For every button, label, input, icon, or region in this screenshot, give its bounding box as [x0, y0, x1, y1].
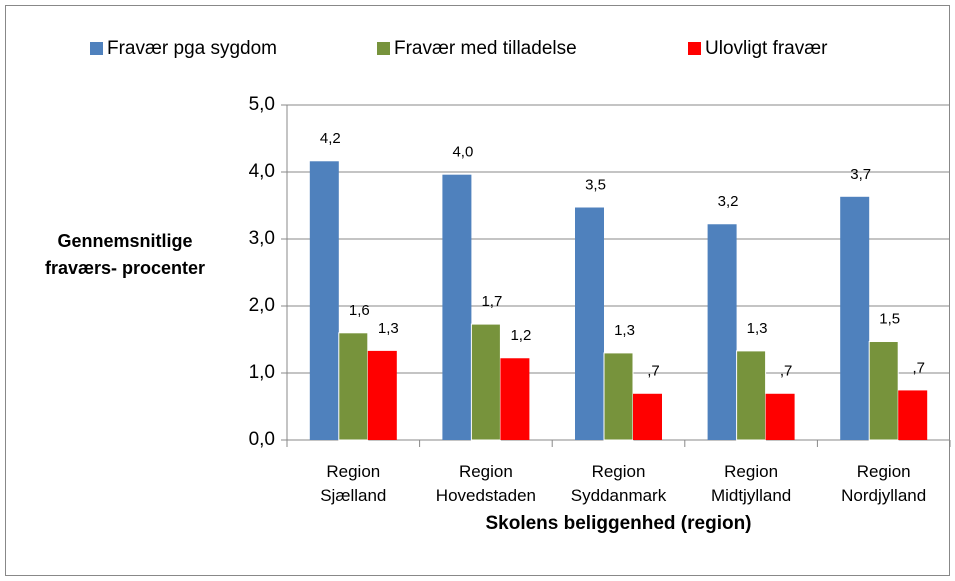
bar [309, 161, 339, 440]
y-tick-label: 4,0 [249, 161, 275, 182]
bar [707, 224, 737, 440]
x-tick-label: Region Midtjylland [710, 462, 792, 505]
data-label: 4,2 [320, 130, 341, 147]
data-label: 1,6 [349, 302, 370, 319]
data-label: 1,2 [510, 327, 531, 344]
bar [575, 207, 604, 440]
y-tick-label: 2,0 [249, 295, 275, 316]
bar [603, 352, 634, 441]
legend-label: Ulovligt fravær [705, 38, 828, 59]
y-tick-label: 1,0 [249, 362, 275, 383]
data-label: ,7 [647, 363, 660, 380]
data-label: 3,5 [585, 176, 606, 193]
chart-border [5, 5, 950, 576]
x-tick-label: Region Syddanmark [570, 462, 667, 505]
data-label: 1,3 [747, 320, 768, 337]
bar [840, 196, 870, 440]
x-tick-label: Region Nordjylland [841, 462, 927, 505]
bar [500, 358, 530, 440]
bar [442, 174, 472, 440]
y-tick-label: 5,0 [249, 94, 275, 115]
y-tick-label: 3,0 [249, 228, 275, 249]
legend-swatch [90, 42, 103, 55]
data-label: 3,2 [718, 193, 739, 210]
x-tick-label: Region Hovedstaden [435, 462, 536, 505]
x-tick-label: Region Sjælland [320, 462, 387, 505]
bar [633, 393, 662, 440]
bar [898, 390, 928, 440]
bar [367, 350, 397, 440]
bar [736, 350, 767, 441]
data-label: ,7 [780, 363, 793, 380]
bar [765, 393, 795, 440]
data-label: 1,3 [378, 320, 399, 337]
y-tick-label: 0,0 [249, 429, 275, 450]
data-label: ,7 [912, 359, 925, 376]
bar [868, 341, 899, 441]
data-label: 4,0 [452, 144, 473, 161]
data-label: 1,5 [879, 310, 900, 327]
y-axis-title: Gennemsnitlige fraværs- procenter [44, 231, 206, 278]
legend-label: Fravær pga sygdom [107, 38, 277, 59]
x-axis-title: Skolens beliggenhed (region) [485, 513, 752, 534]
bar [338, 332, 369, 441]
data-label: 1,7 [481, 293, 502, 310]
legend-label: Fravær med tilladelse [394, 38, 577, 59]
bar [470, 323, 501, 441]
legend-swatch [377, 42, 390, 55]
data-label: 3,7 [850, 166, 871, 183]
legend-swatch [688, 42, 701, 55]
data-label: 1,3 [614, 322, 635, 339]
